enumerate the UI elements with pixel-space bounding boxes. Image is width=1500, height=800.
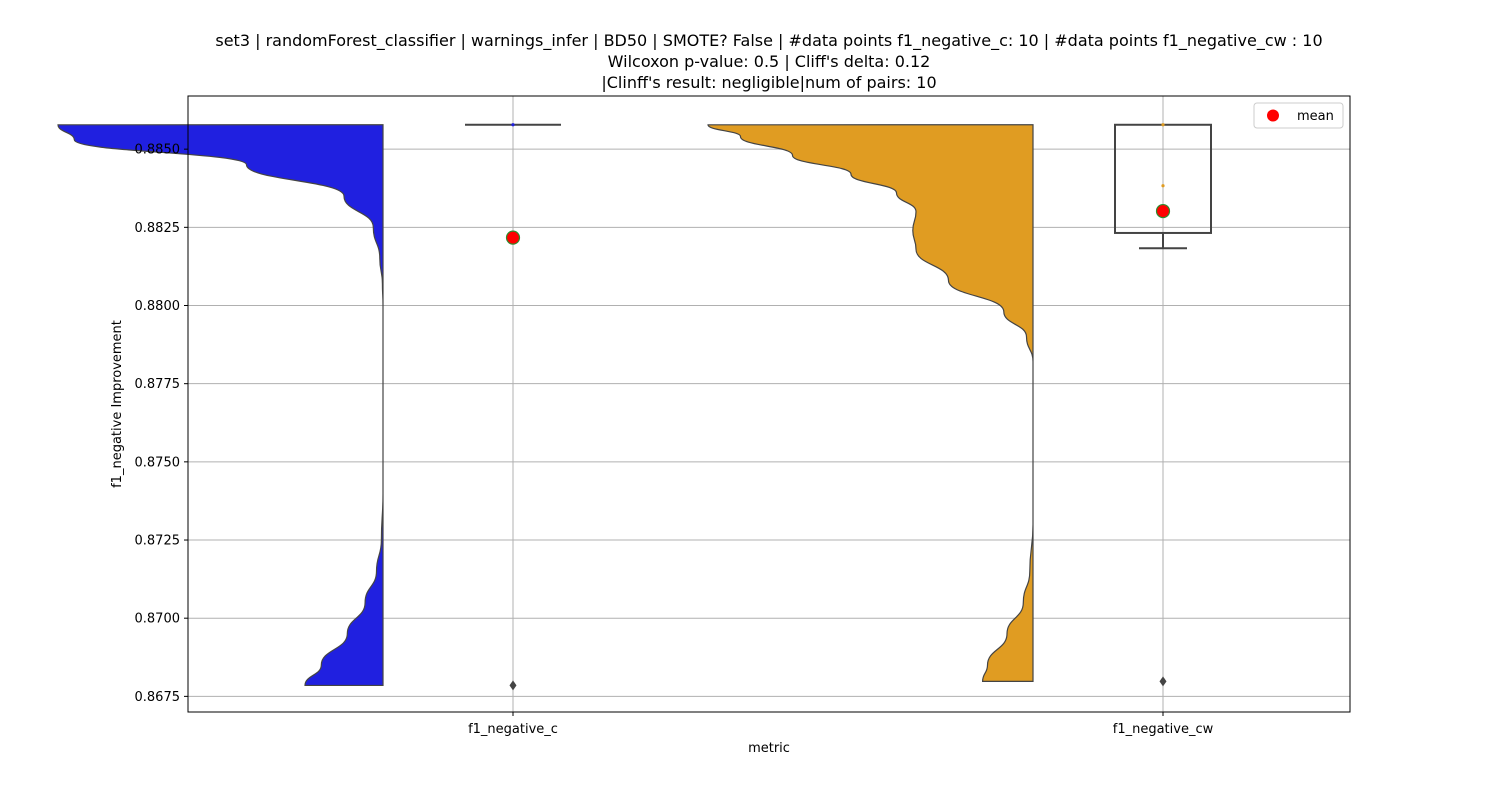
y-tick-label: 0.8725 (135, 534, 181, 549)
x-tick-label: f1_negative_cw (1113, 722, 1214, 737)
chart-title-line-2: Wilcoxon p-value: 0.5 | Cliff's delta: 0… (608, 52, 931, 71)
y-tick-label: 0.8850 (135, 143, 181, 158)
legend-box (1253, 102, 1344, 129)
chart-title-line-3: |Clinff's result: negligible|num of pair… (601, 73, 936, 92)
mean-marker-f1_negative_c (505, 230, 521, 245)
y-tick-label: 0.8800 (135, 299, 181, 314)
outlier-f1_negative_c (509, 680, 517, 691)
legend-label-mean: mean (1297, 109, 1334, 124)
violins (57, 124, 1034, 687)
markers (505, 184, 1171, 691)
legend-mean-marker (1267, 109, 1279, 122)
x-tick-label: f1_negative_c (468, 722, 558, 737)
violin-f1_negative_cw (707, 124, 1034, 683)
y-tick-label: 0.8825 (135, 221, 181, 236)
y-axis-ticks: 0.8675 0.8700 0.8725 0.8750 0.8775 0.8800 0.88… (135, 143, 188, 705)
box-plots (465, 123, 1212, 250)
plot-area-frame (187, 95, 1351, 713)
y-axis-label: f1_negative Improvement (110, 320, 125, 488)
legend: mean (1253, 102, 1344, 129)
y-tick-label: 0.8750 (135, 455, 181, 470)
median-dot-f1_negative_c (511, 123, 515, 127)
mean-marker-f1_negative_cw (1155, 203, 1171, 219)
inner-point-f1_negative_cw (1161, 184, 1165, 188)
violin-f1_negative_c (57, 124, 384, 687)
chart-title-line-1: set3 | randomForest_classifier | warning… (215, 31, 1322, 51)
y-tick-label: 0.8700 (135, 612, 181, 627)
x-axis-label: metric (748, 741, 790, 756)
y-tick-label: 0.8775 (135, 377, 181, 392)
outlier-f1_negative_cw (1159, 676, 1167, 687)
median-dot-f1_negative_cw (1161, 123, 1165, 127)
x-axis-ticks: f1_negative_c f1_negative_cw (468, 712, 1214, 737)
y-tick-label: 0.8675 (135, 690, 181, 705)
